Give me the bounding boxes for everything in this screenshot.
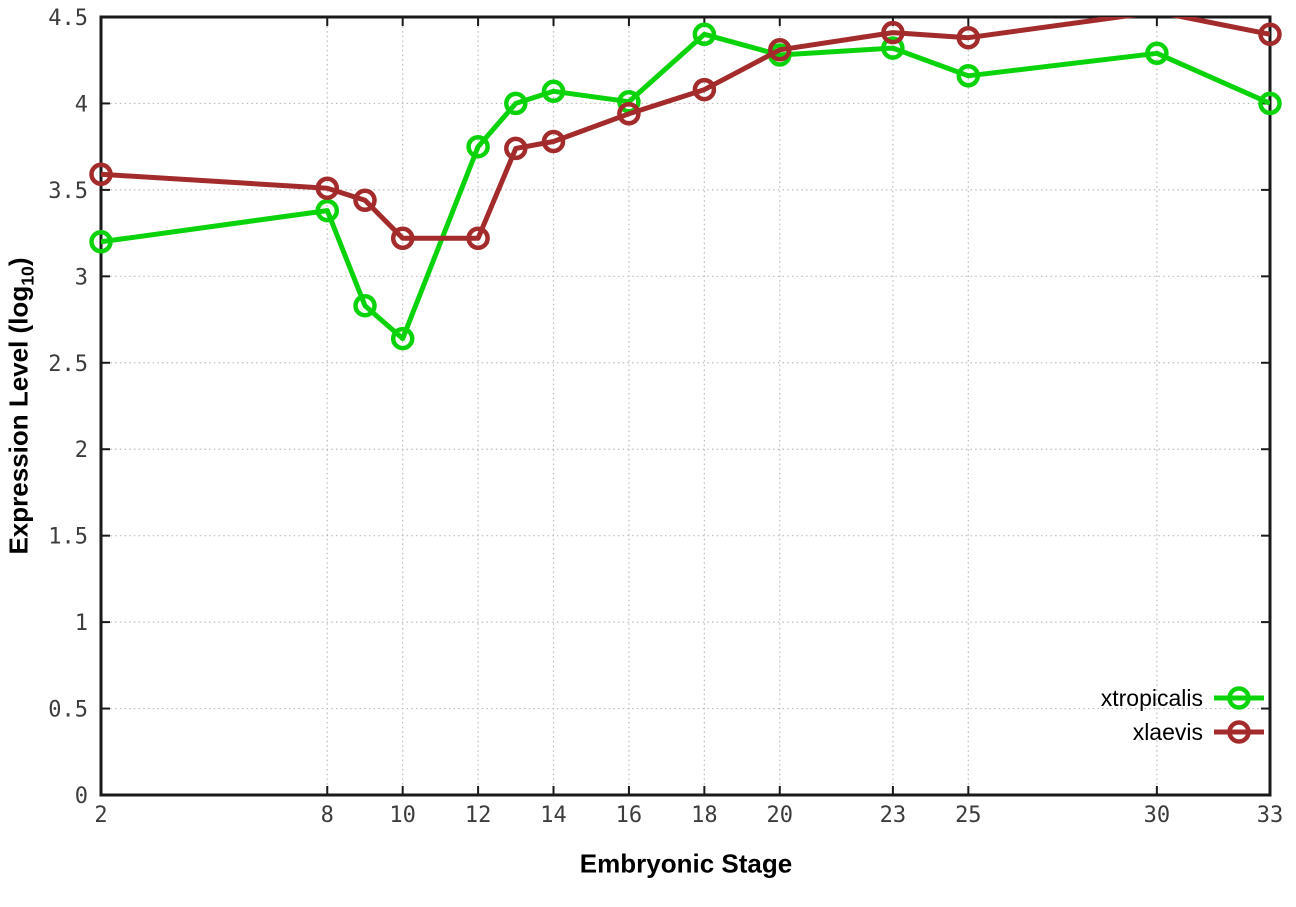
data-point-xlaevis xyxy=(466,226,490,251)
data-point-xlaevis xyxy=(768,38,792,62)
gridlines xyxy=(101,17,1270,795)
data-point-xlaevis xyxy=(881,20,905,45)
data-point-xtropicalis xyxy=(504,91,528,116)
series-marker-icon xyxy=(1214,720,1264,744)
y-axis-title-suffix: ) xyxy=(3,257,34,267)
series-xlaevis xyxy=(89,17,1282,251)
y-tick-label: 1.5 xyxy=(48,525,88,550)
x-tick-label: 10 xyxy=(389,803,416,828)
y-tick-label: 0.5 xyxy=(48,698,88,723)
x-tick-label: 18 xyxy=(691,803,718,828)
y-tick-label: 3.5 xyxy=(48,179,88,204)
x-tick-label: 2 xyxy=(94,803,107,828)
data-point-xtropicalis xyxy=(1258,91,1282,116)
x-tick-label: 16 xyxy=(616,803,643,828)
y-tick-label: 4.5 xyxy=(48,6,88,31)
legend-label-xtropicalis: xtropicalis xyxy=(1100,684,1203,711)
x-axis-title: Embryonic Stage xyxy=(579,848,793,879)
y-tick-label: 3 xyxy=(75,265,88,290)
x-tick-label: 23 xyxy=(880,803,907,828)
data-point-xlaevis xyxy=(353,188,377,213)
data-point-xtropicalis xyxy=(353,293,377,318)
data-point-xlaevis xyxy=(692,77,717,102)
y-tick-label: 1 xyxy=(75,611,88,636)
legend-label-xlaevis: xlaevis xyxy=(1132,718,1203,745)
plot-border xyxy=(99,15,1272,797)
data-point-xlaevis xyxy=(541,129,566,154)
y-axis-title: Expression Level (log10) xyxy=(3,257,38,554)
data-point-xlaevis xyxy=(1258,22,1282,47)
data-point-xtropicalis xyxy=(390,326,415,351)
data-point-xtropicalis xyxy=(89,230,113,254)
series-line-xlaevis xyxy=(101,17,1270,241)
data-point-xtropicalis xyxy=(315,198,340,223)
data-point-xlaevis xyxy=(390,226,415,251)
y-axis-title-subscript: 10 xyxy=(17,266,38,286)
legend-item-xlaevis: xlaevis xyxy=(1133,717,1266,747)
x-tick-label: 12 xyxy=(465,803,492,828)
x-tick-label: 20 xyxy=(767,803,794,828)
data-point-xlaevis xyxy=(315,176,340,200)
y-tick-label: 0 xyxy=(75,784,88,809)
y-tick-label: 4 xyxy=(75,92,88,117)
data-point-xtropicalis xyxy=(541,79,566,104)
y-tick-label: 2.5 xyxy=(48,352,88,377)
legend-item-xtropicalis: xtropicalis xyxy=(1101,683,1266,713)
data-point-xlaevis xyxy=(617,102,641,126)
x-tick-label: 33 xyxy=(1257,803,1284,828)
data-point-xtropicalis xyxy=(692,22,717,47)
data-point-xtropicalis xyxy=(881,36,905,60)
axis-ticks xyxy=(100,16,1271,796)
series-marker-icon xyxy=(1214,686,1264,710)
x-tick-label: 25 xyxy=(955,803,982,828)
x-tick-label: 8 xyxy=(321,803,334,828)
data-point-xlaevis xyxy=(504,136,528,161)
tick-labels: 2 8 10 12 14 16 18 20 23 25 30 33 0 0.5 1 1.5 2 2.5 3 3.5 4 4… xyxy=(48,6,1283,828)
data-point-xlaevis xyxy=(956,25,981,50)
x-tick-label: 14 xyxy=(540,803,567,828)
data-point-xlaevis xyxy=(89,162,113,187)
legend: xtropicalis xlaevis xyxy=(1101,683,1266,747)
x-tick-label: 30 xyxy=(1144,803,1171,828)
y-axis-title-text: Expression Level (log xyxy=(3,285,34,555)
data-point-xtropicalis xyxy=(466,134,490,159)
y-tick-label: 2 xyxy=(75,438,88,463)
data-point-xtropicalis xyxy=(1145,41,1169,66)
data-point-xtropicalis xyxy=(956,64,981,88)
